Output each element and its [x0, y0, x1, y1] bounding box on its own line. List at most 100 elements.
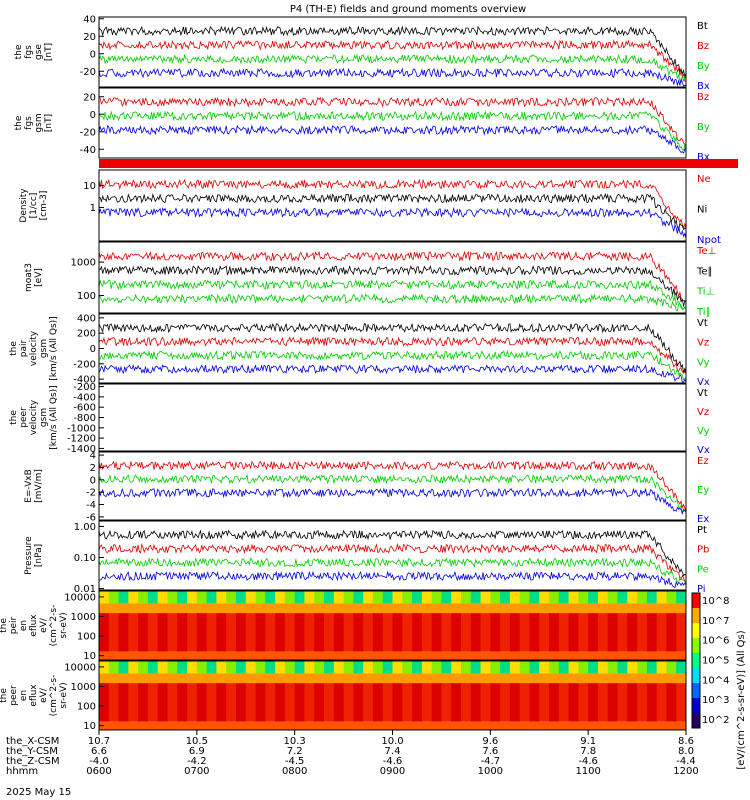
spectro-band — [363, 651, 374, 660]
spectro-band — [314, 661, 325, 674]
spectro-band — [460, 683, 472, 722]
spectro-band — [588, 721, 599, 730]
spectro-band — [421, 651, 433, 660]
spectro-band — [470, 683, 482, 722]
ylabel-line: [1/cc] — [29, 193, 39, 219]
spectro-band — [363, 603, 374, 614]
series-Te⊥ — [98, 250, 687, 303]
spectro-band — [627, 591, 638, 604]
time-row-value: 10.0 — [381, 736, 403, 747]
spectro-band — [519, 591, 530, 604]
legend-Ni: Ni — [697, 205, 707, 216]
spectro-band — [128, 683, 139, 722]
spectro-band — [627, 661, 638, 674]
spectro-band — [676, 603, 687, 614]
spectro-band — [216, 603, 227, 614]
panel-ylabel: thepeirenefluxeV/(cm^2-s-sr-eV) — [0, 605, 69, 647]
spectro-band — [324, 661, 335, 674]
ytick-label: 200 — [77, 329, 96, 340]
spectro-band — [216, 591, 227, 604]
spectro-band — [294, 673, 305, 684]
spectro-band — [167, 603, 178, 614]
series-Ey — [98, 473, 687, 513]
time-row-value: 10.7 — [88, 736, 110, 747]
legend-Bx: Bx — [697, 152, 710, 163]
spectro-band — [324, 651, 335, 660]
spectro-band — [666, 651, 677, 660]
spectro-band — [656, 683, 667, 722]
spectro-band — [128, 673, 139, 684]
spectro-band — [245, 651, 257, 660]
spectro-band — [519, 721, 530, 730]
spectro-band — [480, 721, 491, 730]
spectro-band — [441, 613, 452, 652]
spectro-band — [578, 683, 589, 722]
spectro-band — [470, 673, 482, 684]
spectro-band — [519, 603, 530, 614]
spectro-band — [578, 591, 589, 604]
spectro-band — [637, 683, 648, 722]
spectro-band — [314, 683, 325, 722]
spectro-band — [607, 603, 619, 614]
spectro-band — [324, 603, 335, 614]
spectro-band — [646, 721, 658, 730]
panel-frame — [98, 520, 687, 591]
spectro-band — [382, 661, 393, 674]
spectro-band — [304, 613, 315, 652]
spectro-band — [627, 683, 638, 722]
spectro-band — [490, 661, 501, 674]
spectro-band — [372, 673, 384, 684]
spectro-band — [421, 603, 433, 614]
time-row-value: 1000 — [478, 766, 503, 777]
spectro-band — [666, 721, 677, 730]
ytick-label: -200 — [73, 382, 96, 393]
spectro-band — [470, 591, 482, 604]
spectro-band — [157, 591, 168, 604]
spectro-band — [392, 661, 403, 674]
spectro-band — [177, 661, 188, 674]
spectro-band — [539, 683, 550, 722]
spectro-band — [412, 673, 423, 684]
spectro-band — [549, 683, 560, 722]
spectro-band — [558, 721, 570, 730]
spectro-band — [597, 661, 609, 674]
spectro-band — [539, 591, 550, 604]
time-row-value: 0900 — [380, 766, 405, 777]
spectro-band — [304, 673, 315, 684]
spectro-band — [656, 651, 667, 660]
spectro-band — [529, 613, 540, 652]
spectro-band — [206, 591, 217, 604]
ylabel-line: gse — [34, 44, 44, 60]
spectro-band — [363, 721, 374, 730]
spectro-band — [490, 721, 501, 730]
spectro-band — [617, 603, 628, 614]
spectro-band — [392, 603, 403, 614]
spectro-band — [412, 603, 423, 614]
spectro-band — [558, 661, 570, 674]
spectro-band — [245, 603, 257, 614]
series-Ti⊥ — [98, 278, 687, 310]
colorbar-swatch — [692, 608, 700, 624]
colorbar-tick: 10^3 — [702, 695, 729, 706]
time-row-value: 10.3 — [284, 736, 306, 747]
time-row-value: -4.0 — [89, 756, 109, 767]
panel-9: 10000 1000 100 10 thepeirenefluxeV/(cm^2-s-s… — [0, 590, 687, 662]
spectro-band — [284, 651, 296, 660]
spectro-band — [99, 613, 110, 652]
spectro-band — [343, 721, 354, 730]
spectro-band — [99, 661, 110, 674]
spectro-band — [539, 673, 550, 684]
spectro-band — [421, 613, 433, 652]
spectro-band — [549, 661, 560, 674]
ytick-label: 1 — [90, 203, 96, 214]
spectro-band — [549, 603, 560, 614]
spectro-band — [177, 613, 188, 652]
spectro-band — [216, 683, 227, 722]
spectro-band — [275, 661, 286, 674]
ylabel-line: peir — [9, 616, 19, 634]
spectro-band — [441, 721, 452, 730]
colorbar-tick: 10^4 — [702, 675, 729, 686]
spectro-band — [304, 603, 315, 614]
spectro-band — [353, 721, 364, 730]
ytick-label: -1000 — [67, 423, 96, 434]
